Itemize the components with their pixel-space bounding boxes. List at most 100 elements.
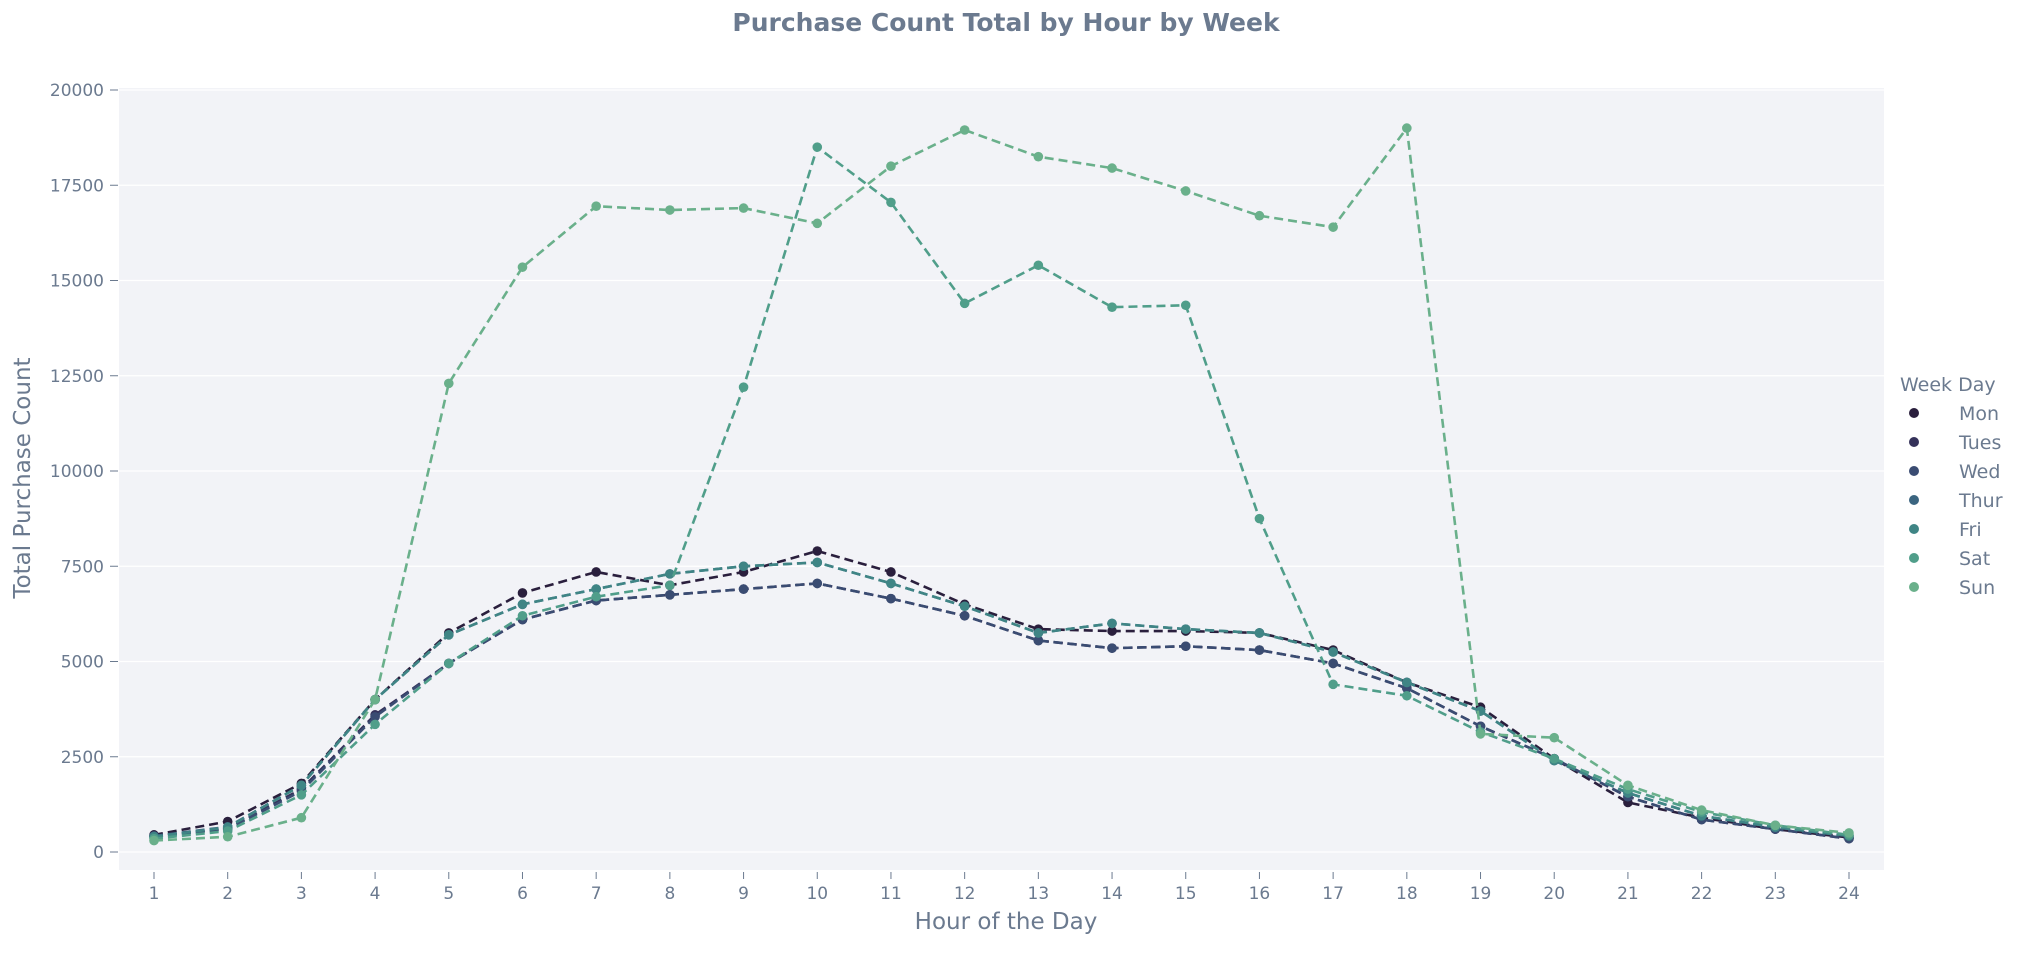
data-point[interactable] <box>1033 260 1044 271</box>
data-point[interactable] <box>1328 647 1338 657</box>
data-point[interactable] <box>1107 163 1117 173</box>
data-point[interactable] <box>222 831 233 842</box>
data-point[interactable] <box>296 812 307 823</box>
data-point[interactable] <box>1328 679 1338 690</box>
data-point[interactable] <box>296 790 307 800</box>
data-point[interactable] <box>370 719 380 730</box>
data-point[interactable] <box>1254 210 1265 221</box>
data-point[interactable] <box>1623 780 1633 791</box>
x-tick-label: 5 <box>443 884 454 904</box>
legend-item-sun[interactable]: Sun <box>1909 577 1995 599</box>
data-point[interactable] <box>1254 645 1265 655</box>
data-point[interactable] <box>1549 732 1560 743</box>
data-point[interactable] <box>1033 635 1044 646</box>
data-point[interactable] <box>812 578 823 589</box>
legend-marker-icon <box>1909 524 1919 534</box>
data-point[interactable] <box>370 711 380 722</box>
legend-item-thur[interactable]: Thur <box>1909 490 2003 512</box>
plot-area <box>119 88 1884 870</box>
y-axis-label: Total Purchase Count <box>10 357 36 599</box>
data-point[interactable] <box>1180 300 1191 311</box>
data-point[interactable] <box>665 580 675 591</box>
data-point[interactable] <box>517 599 528 610</box>
data-point[interactable] <box>738 203 749 213</box>
data-point[interactable] <box>149 835 159 846</box>
y-tick-label: 2500 <box>61 748 104 768</box>
series-fri <box>149 557 1854 842</box>
data-point[interactable] <box>1770 820 1781 831</box>
data-point[interactable] <box>443 378 454 389</box>
data-point[interactable] <box>1402 690 1412 701</box>
data-point[interactable] <box>959 125 970 135</box>
data-point[interactable] <box>959 298 970 309</box>
data-point[interactable] <box>886 567 896 577</box>
series-line <box>153 145 1850 840</box>
data-point[interactable] <box>1107 643 1117 653</box>
data-point[interactable] <box>812 218 823 229</box>
x-tick-label: 19 <box>1470 884 1492 904</box>
data-point[interactable] <box>517 610 528 621</box>
data-point[interactable] <box>812 557 823 568</box>
data-point[interactable] <box>738 382 749 392</box>
data-point[interactable] <box>886 161 896 171</box>
data-point[interactable] <box>1402 123 1412 133</box>
data-point[interactable] <box>812 546 823 556</box>
data-point[interactable] <box>1696 805 1707 815</box>
data-point[interactable] <box>1254 628 1265 638</box>
data-point[interactable] <box>1180 624 1191 634</box>
data-point[interactable] <box>443 630 454 640</box>
data-point[interactable] <box>1107 618 1117 629</box>
data-point[interactable] <box>665 590 675 600</box>
chart-title: Purchase Count Total by Hour by Week <box>732 8 1281 37</box>
data-point[interactable] <box>1107 302 1117 312</box>
data-point[interactable] <box>1180 641 1191 652</box>
data-point[interactable] <box>517 588 528 598</box>
data-point[interactable] <box>812 142 823 152</box>
legend-marker-icon <box>1909 466 1919 476</box>
data-point[interactable] <box>665 205 675 215</box>
data-point[interactable] <box>1328 222 1338 232</box>
data-point[interactable] <box>1328 658 1338 669</box>
data-point[interactable] <box>591 201 601 212</box>
x-tick-label: 1 <box>149 884 160 904</box>
data-point[interactable] <box>591 567 601 577</box>
legend-item-mon[interactable]: Mon <box>1909 403 1999 425</box>
data-point[interactable] <box>1033 628 1044 638</box>
x-tick-label: 15 <box>1175 884 1197 904</box>
legend-item-wed[interactable]: Wed <box>1909 461 2000 483</box>
x-tick-label: 8 <box>664 884 675 904</box>
legend-item-fri[interactable]: Fri <box>1909 519 1982 541</box>
data-point[interactable] <box>1475 729 1486 739</box>
data-point[interactable] <box>886 197 896 208</box>
data-point[interactable] <box>1180 186 1191 196</box>
data-point[interactable] <box>1107 626 1117 636</box>
data-point[interactable] <box>886 578 896 589</box>
data-point[interactable] <box>1254 513 1265 524</box>
data-point[interactable] <box>1402 677 1412 688</box>
data-point[interactable] <box>370 694 380 705</box>
data-point[interactable] <box>738 561 749 572</box>
data-point[interactable] <box>959 601 970 612</box>
y-tick-label: 5000 <box>61 653 104 673</box>
legend-marker-icon <box>1909 553 1919 563</box>
data-point[interactable] <box>665 569 675 579</box>
data-point[interactable] <box>591 584 601 594</box>
data-point[interactable] <box>591 591 601 602</box>
data-point[interactable] <box>296 780 307 791</box>
legend-marker-icon <box>1909 495 1919 505</box>
data-point[interactable] <box>517 262 528 272</box>
legend-item-sat[interactable]: Sat <box>1909 548 1990 570</box>
data-point[interactable] <box>886 593 896 604</box>
x-tick-label: 12 <box>954 884 976 904</box>
data-point[interactable] <box>1549 753 1560 764</box>
data-point[interactable] <box>959 610 970 621</box>
x-tick-label: 20 <box>1543 884 1565 904</box>
x-tick-label: 23 <box>1764 884 1786 904</box>
data-point[interactable] <box>738 584 749 594</box>
data-point[interactable] <box>443 658 454 669</box>
x-tick-label: 21 <box>1617 884 1639 904</box>
data-point[interactable] <box>1033 151 1044 162</box>
legend-item-tues[interactable]: Tues <box>1909 432 2001 454</box>
data-point[interactable] <box>1844 828 1854 838</box>
x-axis-label: Hour of the Day <box>915 909 1098 935</box>
